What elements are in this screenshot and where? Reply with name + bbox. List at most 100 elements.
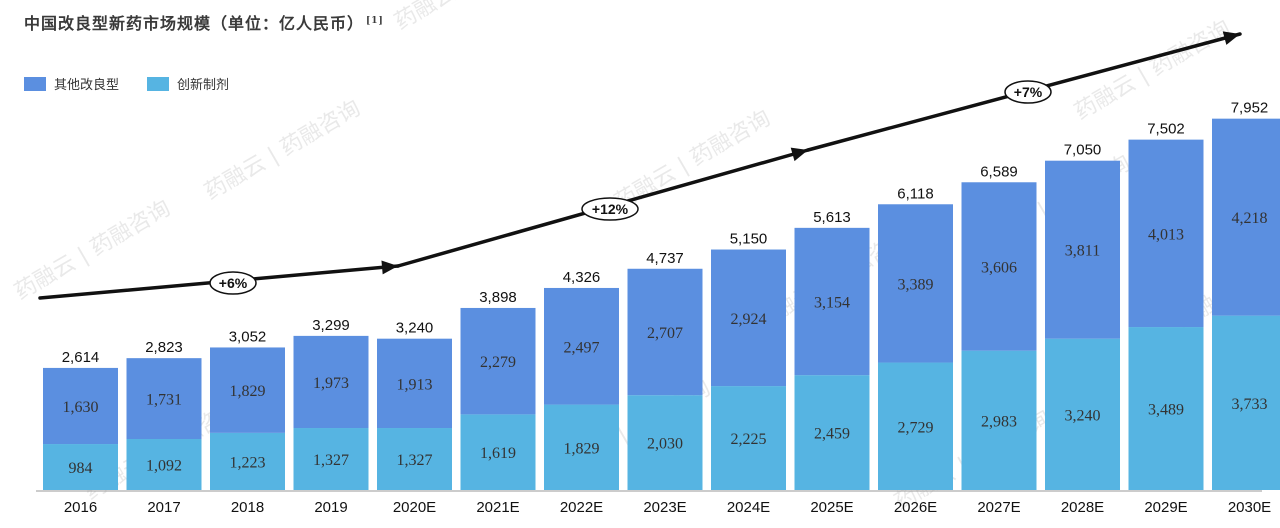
x-tick-label: 2026E <box>894 499 937 516</box>
data-label-innovative-formulation: 2,459 <box>814 426 850 443</box>
bar-other-improved <box>293 335 369 429</box>
x-tick-label: 2027E <box>977 499 1020 516</box>
bar-other-improved <box>878 204 953 363</box>
bar-innovative-formulation <box>43 444 118 490</box>
total-label: 7,952 <box>1231 100 1269 117</box>
chart-title: 中国改良型新药市场规模（单位：亿人民币） [1] <box>24 10 384 34</box>
growth-arrowhead <box>790 147 808 162</box>
bar-other-improved <box>961 182 1037 351</box>
data-label-innovative-formulation: 1,619 <box>480 445 516 462</box>
bars-layer: 984 1,630 2,614 2016 1,092 1,731 2,823 2017 1,22… <box>36 100 1280 516</box>
bar-other-improved <box>43 367 118 445</box>
data-label-other-improved: 2,924 <box>731 311 767 328</box>
bar-other-improved <box>711 249 786 387</box>
data-label-other-improved: 1,630 <box>63 399 99 416</box>
bar-innovative-formulation <box>460 414 536 490</box>
data-label-other-improved: 2,707 <box>647 325 683 342</box>
data-label-innovative-formulation: 1,223 <box>230 454 266 471</box>
data-label-innovative-formulation: 3,733 <box>1232 396 1268 413</box>
total-label: 2,823 <box>145 339 183 356</box>
bar-innovative-formulation <box>1212 315 1280 490</box>
data-label-innovative-formulation: 1,829 <box>564 440 600 457</box>
total-label: 7,502 <box>1147 121 1185 138</box>
watermark: 药融云 | 药融咨询 <box>201 96 365 205</box>
legend-swatch-other-improved <box>24 76 46 91</box>
legend: 其他改良型 创新制剂 <box>24 74 229 93</box>
data-label-innovative-formulation: 2,225 <box>731 431 767 448</box>
x-tick-label: 2021E <box>476 499 519 516</box>
x-tick-label: 2029E <box>1144 499 1187 516</box>
bar-innovative-formulation <box>544 404 619 490</box>
x-tick-label: 2022E <box>560 499 603 516</box>
data-label-other-improved: 3,389 <box>898 276 934 293</box>
watermark: 药融云 | 药融咨询 <box>1071 16 1235 125</box>
bar-innovative-formulation <box>1045 338 1120 490</box>
total-label: 4,326 <box>563 269 601 286</box>
bar-innovative-formulation <box>878 362 953 490</box>
bar-innovative-formulation <box>711 386 786 490</box>
total-label: 3,299 <box>312 317 350 334</box>
x-tick-label: 2023E <box>643 499 686 516</box>
data-label-other-improved: 4,218 <box>1232 210 1268 227</box>
x-tick-label: 2020E <box>393 499 436 516</box>
bar-other-improved <box>210 347 285 433</box>
growth-badge-label: +12% <box>592 201 629 217</box>
data-label-other-improved: 4,013 <box>1148 226 1184 243</box>
legend-label-innovative-formulation: 创新制剂 <box>177 78 230 93</box>
data-label-other-improved: 3,811 <box>1065 243 1100 260</box>
bar-other-improved <box>544 287 619 405</box>
data-label-other-improved: 3,154 <box>814 295 850 312</box>
data-label-other-improved: 2,497 <box>564 339 600 356</box>
total-label: 3,240 <box>396 320 434 337</box>
data-label-other-improved: 1,973 <box>313 375 349 392</box>
data-label-other-improved: 2,279 <box>480 354 516 371</box>
legend-label-other-improved: 其他改良型 <box>54 78 120 93</box>
x-tick-label: 2016 <box>64 499 97 516</box>
data-label-other-improved: 3,606 <box>981 259 1017 276</box>
x-tick-label: 2017 <box>147 499 180 516</box>
growth-arrowhead <box>1222 31 1240 45</box>
total-label: 6,118 <box>897 185 933 202</box>
bar-other-improved <box>1212 118 1280 316</box>
data-label-innovative-formulation: 1,327 <box>313 452 349 469</box>
total-label: 6,589 <box>980 163 1018 180</box>
data-label-innovative-formulation: 1,327 <box>397 452 433 469</box>
data-label-innovative-formulation: 1,092 <box>146 458 182 475</box>
bar-innovative-formulation <box>794 375 870 490</box>
growth-badge <box>209 271 257 295</box>
data-label-other-improved: 1,913 <box>397 376 433 393</box>
bar-innovative-formulation <box>377 428 452 490</box>
data-label-innovative-formulation: 984 <box>69 460 93 477</box>
x-tick-label: 2024E <box>727 499 770 516</box>
bar-other-improved <box>794 227 870 376</box>
chart-title-ref: [1] <box>366 15 384 26</box>
bar-other-improved <box>377 338 452 429</box>
x-tick-label: 2018 <box>231 499 264 516</box>
data-label-innovative-formulation: 3,489 <box>1148 402 1184 419</box>
bar-other-improved <box>1128 139 1204 328</box>
growth-badge <box>581 197 639 221</box>
growth-badge <box>1004 80 1052 104</box>
legend-swatch-innovative-formulation <box>147 76 170 91</box>
bar-other-improved <box>460 307 536 415</box>
growth-arrowhead <box>381 260 398 275</box>
growth-layer: +6% +12% +7% <box>38 31 1242 300</box>
bar-innovative-formulation <box>1128 327 1204 490</box>
bar-other-improved <box>1045 160 1120 339</box>
data-label-innovative-formulation: 3,240 <box>1065 407 1101 424</box>
total-label: 7,050 <box>1064 142 1102 159</box>
growth-badge-label: +6% <box>219 275 248 291</box>
legend-item-innovative-formulation: 创新制剂 <box>147 74 229 93</box>
total-label: 3,898 <box>479 289 517 306</box>
total-label: 3,052 <box>229 328 267 345</box>
bar-innovative-formulation <box>293 428 369 490</box>
legend-item-other-improved: 其他改良型 <box>24 74 119 93</box>
bar-innovative-formulation <box>126 439 202 490</box>
chart-title-text: 中国改良型新药市场规模（单位：亿人民币） <box>24 14 365 33</box>
x-tick-label: 2025E <box>810 499 853 516</box>
x-tick-label: 2028E <box>1061 499 1104 516</box>
data-label-innovative-formulation: 2,729 <box>898 419 934 436</box>
data-label-other-improved: 1,731 <box>146 392 182 409</box>
bar-other-improved <box>627 268 703 396</box>
